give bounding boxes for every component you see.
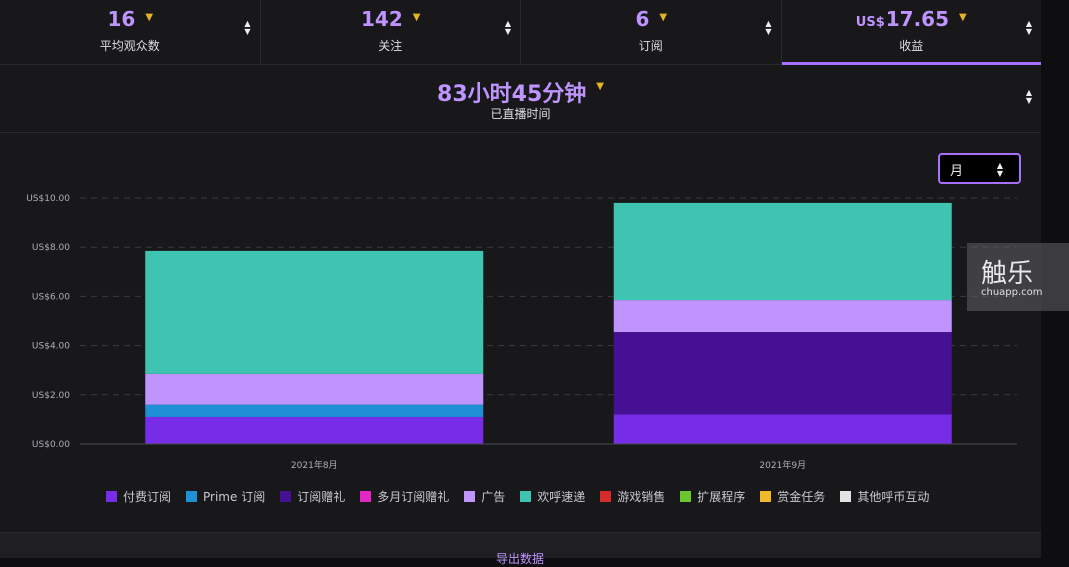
bar-segment (145, 416, 484, 444)
bar-segment (613, 332, 952, 415)
legend-item[interactable]: 欢呼速递 (520, 488, 585, 505)
stat-label: 关注 (378, 39, 403, 53)
legend-label: 游戏销售 (617, 490, 666, 504)
y-tick-label: US$0.00 (32, 440, 70, 450)
chart-legend: 付费订阅 Prime 订阅 订阅赠礼 多月订阅赠礼 广告 欢呼速递 游戏销售 扩展程序 赏金任务… (106, 488, 944, 505)
period-select-value: 月 (950, 164, 964, 179)
bar-segment (145, 250, 484, 374)
stat-value: 16 (107, 7, 136, 31)
legend-label: 欢呼速递 (537, 490, 586, 504)
legend-item[interactable]: 付费订阅 (106, 488, 171, 505)
legend-label: Prime 订阅 (203, 490, 266, 504)
bar-segment (145, 373, 484, 405)
stat-value: 142 (361, 7, 403, 31)
chevron-down-icon: ▼ (596, 81, 604, 92)
legend-item[interactable]: 游戏销售 (600, 488, 665, 505)
legend-swatch (186, 491, 198, 502)
stat-cards: 16 ▼ 平均观众数 ▲ ▼ 142 ▼ 关注 ▲ ▼ 6 ▼ 订阅 ▲ ▼ US$17.6… (0, 0, 1041, 65)
y-tick-label: US$2.00 (32, 391, 70, 401)
sort-icon[interactable]: ▲ ▼ (504, 19, 512, 36)
stream-time-label: 已直播时间 (490, 107, 551, 121)
y-tick-label: US$6.00 (32, 292, 70, 302)
legend-item[interactable]: Prime 订阅 (186, 488, 265, 505)
watermark-logo: 触乐 (981, 259, 1034, 289)
legend-item[interactable]: 其他呼币互动 (840, 488, 929, 505)
legend-swatch (464, 491, 476, 502)
period-select[interactable]: 月 ▲ ▼ (938, 153, 1021, 184)
stat-value: 17.65 (885, 7, 950, 31)
legend-label: 订阅赠礼 (297, 490, 346, 504)
x-tick-label: 2021年8月 (291, 459, 338, 471)
x-tick-label: 2021年9月 (759, 459, 806, 471)
bar-segment (613, 202, 952, 301)
chevron-down-icon: ▼ (959, 12, 967, 23)
stat-value: 6 (635, 7, 650, 31)
footer-bar: 导出数据 (0, 532, 1041, 566)
stream-time-card[interactable]: 83小时45分钟 ▼ 已直播时间 ▲ ▼ (0, 65, 1041, 133)
y-tick-label: US$8.00 (32, 243, 70, 253)
stat-currency: US$ (855, 15, 885, 30)
legend-item[interactable]: 订阅赠礼 (280, 488, 345, 505)
legend-swatch (106, 491, 117, 502)
legend-swatch (520, 491, 532, 502)
stat-card-revenue[interactable]: US$17.65 ▼ 收益 ▲ ▼ (781, 0, 1042, 65)
stat-label: 收益 (899, 39, 924, 53)
legend-item[interactable]: 扩展程序 (680, 488, 745, 505)
bar-segment (145, 404, 484, 417)
stream-time-value: 83小时45分钟 (437, 82, 587, 107)
dashboard-panel: 16 ▼ 平均观众数 ▲ ▼ 142 ▼ 关注 ▲ ▼ 6 ▼ 订阅 ▲ ▼ US$17.6… (0, 0, 1041, 566)
chevron-down-icon: ▼ (659, 12, 668, 23)
legend-label: 多月订阅赠礼 (377, 490, 450, 504)
bar-segment (613, 300, 952, 333)
legend-swatch (760, 491, 772, 502)
legend-label: 付费订阅 (123, 490, 172, 504)
legend-swatch (680, 491, 692, 502)
stat-card-subscriptions[interactable]: 6 ▼ 订阅 ▲ ▼ (521, 0, 782, 64)
stat-card-avg-viewers[interactable]: 16 ▼ 平均观众数 ▲ ▼ (0, 0, 261, 64)
y-tick-label: US$10.00 (26, 194, 70, 204)
legend-swatch (280, 491, 292, 502)
legend-label: 扩展程序 (697, 490, 746, 504)
sort-icon[interactable]: ▲ ▼ (244, 19, 251, 36)
legend-swatch (840, 491, 852, 502)
legend-label: 广告 (481, 490, 506, 504)
watermark: 触乐 chuapp.com (967, 243, 1069, 311)
sort-icon[interactable]: ▲ ▼ (765, 19, 772, 36)
legend-swatch (360, 491, 372, 502)
y-tick-label: US$4.00 (32, 342, 70, 352)
sort-icon: ▲ ▼ (996, 161, 1004, 178)
stat-label: 平均观众数 (99, 39, 160, 53)
export-data-link[interactable]: 导出数据 (496, 552, 545, 566)
chevron-down-icon: ▼ (145, 12, 154, 23)
watermark-domain: chuapp.com (981, 287, 1043, 298)
legend-label: 其他呼币互动 (857, 490, 930, 504)
chevron-down-icon: ▼ (412, 12, 421, 23)
stat-card-followers[interactable]: 142 ▼ 关注 ▲ ▼ (261, 0, 521, 64)
stat-label: 订阅 (638, 39, 663, 53)
bar-segment (613, 414, 952, 444)
revenue-chart: US$0.00 US$2.00 US$4.00 US$6.00 US$8.00 US$10… (26, 194, 1017, 471)
legend-swatch (600, 491, 612, 502)
legend-item[interactable]: 多月订阅赠礼 (360, 488, 449, 505)
legend-item[interactable]: 赏金任务 (760, 488, 825, 505)
legend-item[interactable]: 广告 (464, 488, 505, 505)
sort-icon[interactable]: ▲ ▼ (1025, 19, 1033, 36)
sort-icon[interactable]: ▲ ▼ (1025, 88, 1033, 105)
legend-label: 赏金任务 (777, 490, 826, 504)
